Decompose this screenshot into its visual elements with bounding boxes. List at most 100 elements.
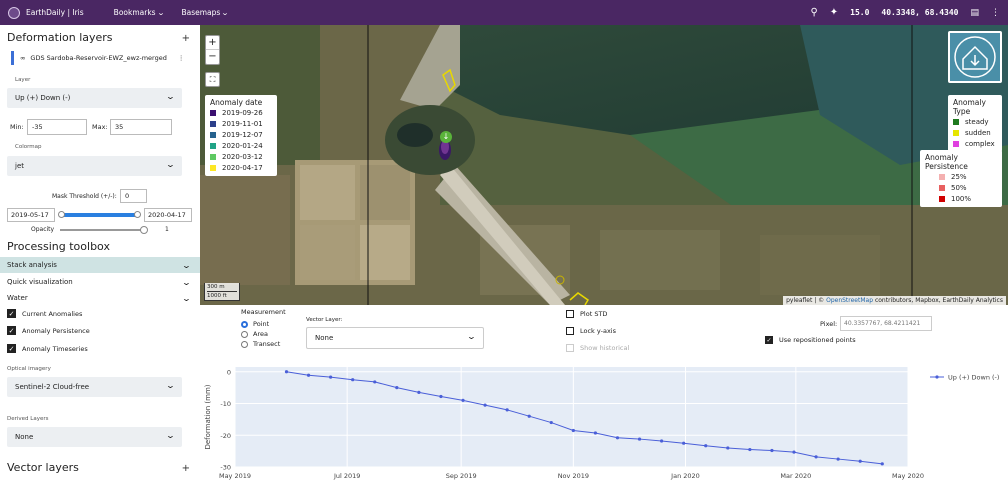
y-tick-label: -20 xyxy=(220,432,231,440)
quick-visualization-row[interactable]: Quick visualization ⌄ xyxy=(0,274,200,290)
fullscreen-icon[interactable]: ⛶ xyxy=(205,72,220,87)
area-label: Area xyxy=(253,330,268,338)
anomaly-persistence-title: Anomaly Persistence xyxy=(925,153,968,171)
anomaly-type-swatch xyxy=(953,140,959,147)
data-point xyxy=(505,408,509,412)
measurement-point-radio[interactable]: Point xyxy=(241,319,280,329)
deformation-chart: 0 -10 -20 -30 May 2019 Jul 2019 Sep 2019 Nov 20… xyxy=(200,355,1008,490)
radio-icon xyxy=(241,340,248,348)
anomaly-persistence-legend-label: 50% xyxy=(951,183,967,192)
measurement-transect-radio[interactable]: Transect xyxy=(241,339,280,349)
derived-layers-label: Derived Layers xyxy=(7,416,49,422)
max-label: Max: xyxy=(92,123,108,131)
chevron-down-icon: ⌄ xyxy=(165,160,176,169)
plot-std-label: Plot STD xyxy=(580,310,608,318)
anomaly-type-title: Anomaly Type xyxy=(953,98,986,116)
y-tick-label: 0 xyxy=(227,368,231,376)
search-icon[interactable]: ⚲ xyxy=(810,7,818,18)
layer-entry[interactable]: ∞ GDS Sardoba-Reservoir-EWZ_ewz-merged ⋮ xyxy=(20,54,184,62)
openstreetmap-link[interactable]: OpenStreetMap xyxy=(826,297,874,304)
measurement-area-radio[interactable]: Area xyxy=(241,329,280,339)
anomaly-type-swatch xyxy=(953,118,959,125)
transect-label: Transect xyxy=(253,340,281,348)
zoom-out-button[interactable]: − xyxy=(208,51,217,62)
chevron-down-icon: ⌄ xyxy=(466,332,477,341)
document-icon[interactable]: ▤ xyxy=(970,7,979,18)
use-repositioned-checkbox[interactable]: ✓ Use repositioned points xyxy=(765,336,856,344)
layer-select[interactable]: Up (+) Down (-) ⌄ xyxy=(7,88,182,108)
vector-layer-select[interactable]: None ⌄ xyxy=(306,327,484,349)
data-point xyxy=(682,441,686,445)
vector-layer-label: Vector Layer: xyxy=(306,317,343,323)
pixel-label: Pixel: xyxy=(820,320,838,328)
anomaly-date-legend-label: 2020-01-24 xyxy=(222,141,263,150)
app-logo xyxy=(8,6,20,19)
anomaly-timeseries-checkbox[interactable]: ✓ Anomaly Timeseries xyxy=(7,344,88,353)
basemaps-label: Basemaps xyxy=(181,8,221,17)
y-tick-label: -30 xyxy=(220,464,231,472)
anomaly-date-swatch xyxy=(210,142,216,149)
y-tick-label: -10 xyxy=(220,400,231,408)
satellite-icon[interactable]: ✦ xyxy=(829,7,839,18)
more-icon[interactable]: ⋮ xyxy=(177,54,185,62)
processing-toolbox-title: Processing toolbox xyxy=(7,240,110,253)
anomaly-persistence-legend-item: 25% xyxy=(939,171,997,182)
anomaly-persistence-checkbox[interactable]: ✓ Anomaly Persistence xyxy=(7,326,90,335)
anomaly-date-title: Anomaly date xyxy=(210,98,263,107)
use-repositioned-label: Use repositioned points xyxy=(779,336,856,344)
series-line xyxy=(286,371,883,465)
max-input[interactable]: 35 xyxy=(110,119,172,135)
water-row[interactable]: Water ⌄ xyxy=(0,290,200,306)
vector-layers-title: Vector layers xyxy=(7,461,79,474)
zoom-in-button[interactable]: + xyxy=(206,36,219,50)
derived-layers-select[interactable]: None ⌄ xyxy=(7,427,182,447)
current-anomalies-label: Current Anomalies xyxy=(22,309,83,318)
plot-area xyxy=(235,367,908,467)
pixel-input[interactable]: 40.3357767, 68.4211421 xyxy=(840,316,932,331)
check-icon: ✓ xyxy=(7,309,16,318)
current-anomalies-checkbox[interactable]: ✓ Current Anomalies xyxy=(7,309,82,318)
x-tick-label: Jul 2019 xyxy=(333,472,360,480)
anomaly-date-swatch xyxy=(210,153,216,160)
show-historical-checkbox[interactable]: Show historical xyxy=(566,344,629,352)
add-deformation-layer-button[interactable]: + xyxy=(181,33,190,44)
date-range-slider[interactable] xyxy=(62,213,137,217)
date-slider-start-handle[interactable] xyxy=(58,211,65,218)
deformation-layers-title: Deformation layers xyxy=(7,31,113,44)
house-logo-icon xyxy=(950,33,1000,81)
optical-imagery-select[interactable]: Sentinel-2 Cloud-free ⌄ xyxy=(7,377,182,397)
x-tick-label: Mar 2020 xyxy=(780,472,811,480)
plot-std-checkbox[interactable]: Plot STD xyxy=(566,310,607,318)
data-point xyxy=(351,378,355,382)
date-start-input[interactable]: 2019-05-17 xyxy=(7,208,55,222)
map[interactable]: ↓ + − ⛶ Anomaly date 2019-09-26 2019-11-0… xyxy=(200,25,1008,305)
basemaps-menu[interactable]: Basemaps ⌄ xyxy=(181,8,229,17)
bookmarks-menu[interactable]: Bookmarks ⌄ xyxy=(114,8,165,17)
date-slider-end-handle[interactable] xyxy=(134,211,141,218)
app-badge xyxy=(948,31,1002,83)
data-point xyxy=(637,437,642,441)
date-end-input[interactable]: 2020-04-17 xyxy=(144,208,192,222)
data-point xyxy=(748,447,752,452)
data-point xyxy=(836,457,840,461)
min-input[interactable]: -35 xyxy=(27,119,87,135)
data-point xyxy=(395,386,399,390)
data-point xyxy=(461,398,465,402)
opacity-slider[interactable] xyxy=(60,229,145,231)
chevron-down-icon: ⌄ xyxy=(165,431,176,440)
anomaly-date-legend-item: 2020-04-17 xyxy=(210,162,272,173)
opacity-slider-handle[interactable] xyxy=(140,226,148,234)
add-vector-layer-button[interactable]: + xyxy=(181,463,190,474)
lock-y-axis-checkbox[interactable]: Lock y-axis xyxy=(566,327,616,335)
anomaly-persistence-legend: Anomaly Persistence 25% 50% 100% xyxy=(920,150,1002,207)
layer-select-value: Up (+) Down (-) xyxy=(15,94,71,102)
colormap-label: Colormap xyxy=(15,144,42,150)
menu-icon[interactable]: ⋮ xyxy=(991,7,1000,18)
point-marker-icon[interactable]: ↓ xyxy=(440,131,452,143)
mask-threshold-input[interactable]: 0 xyxy=(120,189,147,203)
stack-analysis-row[interactable]: Stack analysis ⌄ xyxy=(0,257,200,273)
data-point xyxy=(329,375,333,379)
anomaly-type-legend-item: complex xyxy=(953,138,997,149)
colormap-select[interactable]: jet ⌄ xyxy=(7,156,182,176)
